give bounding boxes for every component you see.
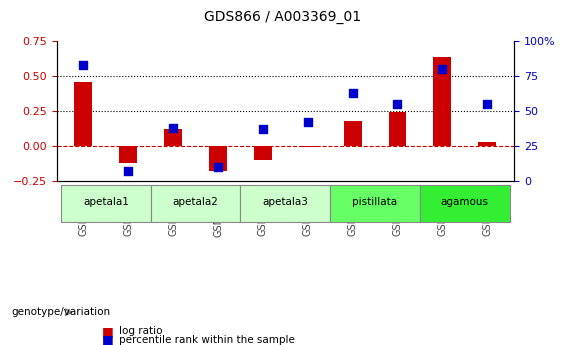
Text: log ratio: log ratio [119, 326, 162, 336]
Bar [119, 146, 137, 162]
Point [258, 126, 267, 132]
FancyBboxPatch shape [241, 185, 330, 222]
Text: apetala3: apetala3 [262, 197, 308, 207]
Text: apetala2: apetala2 [173, 197, 219, 207]
Text: ■: ■ [102, 333, 114, 345]
FancyBboxPatch shape [61, 185, 151, 222]
Bar [75, 82, 93, 146]
Point [348, 90, 357, 96]
Text: genotype/variation: genotype/variation [11, 307, 110, 317]
Bar [433, 57, 451, 146]
Bar [164, 129, 182, 146]
FancyBboxPatch shape [330, 185, 420, 222]
Point [438, 67, 447, 72]
FancyBboxPatch shape [420, 185, 510, 222]
Point [214, 164, 223, 169]
Point [168, 125, 177, 130]
Bar [344, 121, 362, 146]
Bar [254, 146, 272, 160]
Point [393, 101, 402, 107]
FancyBboxPatch shape [151, 185, 241, 222]
Point [79, 62, 88, 68]
Text: pistillata: pistillata [353, 197, 398, 207]
Bar [299, 146, 317, 147]
Text: agamous: agamous [441, 197, 489, 207]
Bar [389, 112, 406, 146]
Point [303, 119, 312, 125]
Point [483, 101, 492, 107]
Text: apetala1: apetala1 [83, 197, 129, 207]
Point [124, 168, 133, 174]
Bar [209, 146, 227, 171]
Bar [478, 142, 496, 146]
Text: GDS866 / A003369_01: GDS866 / A003369_01 [204, 10, 361, 24]
Text: percentile rank within the sample: percentile rank within the sample [119, 335, 294, 345]
Text: ■: ■ [102, 325, 114, 338]
